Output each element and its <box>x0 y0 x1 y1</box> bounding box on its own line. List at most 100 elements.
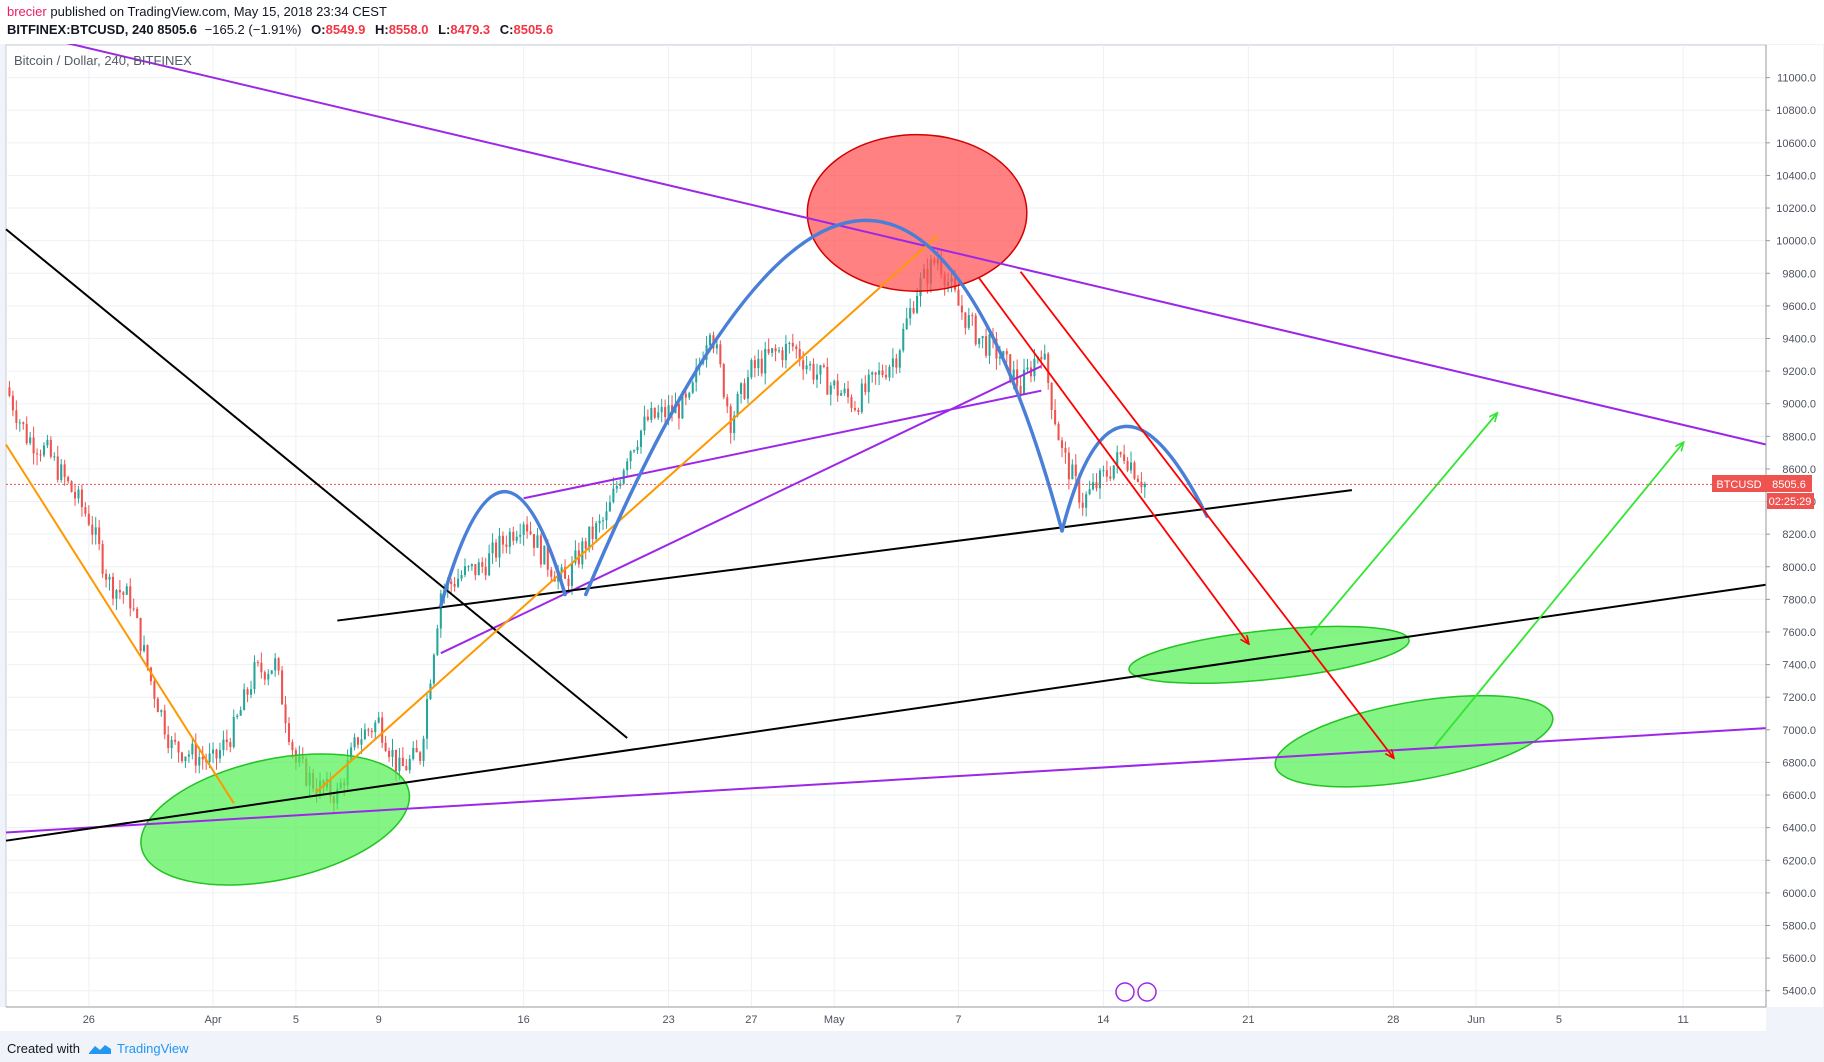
candle-body <box>29 437 32 444</box>
candle-body <box>70 481 73 492</box>
candle-body <box>457 578 460 587</box>
candle-body <box>639 430 643 447</box>
close-label: C: <box>499 22 514 37</box>
price-tick-label: 7200.0 <box>1782 692 1816 704</box>
candle-body <box>360 739 363 745</box>
candle-body <box>529 531 532 535</box>
candle-body <box>912 307 915 313</box>
purple-channel-upper <box>523 389 1042 500</box>
candle-body <box>629 451 632 462</box>
candle-body <box>853 407 856 411</box>
time-tick-label: 11 <box>1677 1014 1688 1026</box>
candle-body <box>646 416 649 420</box>
candle-body <box>719 344 722 365</box>
candle-body <box>902 328 905 351</box>
candle-body <box>80 489 83 508</box>
candle-body <box>356 737 360 745</box>
red-arrow-short <box>978 277 1248 643</box>
candle-body <box>384 742 387 751</box>
candle-body <box>1043 353 1046 360</box>
blue-arc-large <box>584 218 1064 597</box>
candle-body <box>1102 470 1105 472</box>
candle-body <box>891 358 894 367</box>
candle-body <box>218 750 221 759</box>
candle-body <box>974 315 977 345</box>
price-tick-label: 6000.0 <box>1782 888 1816 900</box>
candle-body <box>215 749 218 759</box>
candle-body <box>878 370 881 375</box>
publish-line: brecier published on TradingView.com, Ma… <box>7 4 387 19</box>
candle-body <box>122 592 125 595</box>
candle-body <box>270 670 273 674</box>
price-tick-label: 5800.0 <box>1782 920 1816 932</box>
candle-body <box>136 608 139 618</box>
time-tick-label: 28 <box>1387 1014 1399 1026</box>
candle-body <box>391 749 394 757</box>
candle-body <box>726 397 729 407</box>
time-axis-labels: 26 Apr 5 9 16 23 27 May 7 14 21 28 Jun 5 11 <box>83 1014 1689 1026</box>
price-tick-label: 8000.0 <box>1782 562 1816 574</box>
candle-body <box>1012 369 1015 382</box>
time-axis[interactable] <box>0 1007 1766 1031</box>
candle-body <box>198 757 201 766</box>
candle-body <box>501 535 504 545</box>
candle-body <box>767 349 770 353</box>
candle-body <box>160 710 163 713</box>
candle-body <box>981 336 984 339</box>
candle-body <box>905 318 908 329</box>
candle-body <box>249 689 253 695</box>
tradingview-brand-link[interactable]: TradingView <box>117 1041 189 1056</box>
candle-body <box>771 348 774 353</box>
candle-body <box>495 542 498 558</box>
candle-body <box>1136 478 1139 482</box>
candle-body <box>187 754 190 757</box>
event-flags[interactable] <box>1115 982 1157 1002</box>
red-arrow-long <box>1019 271 1394 758</box>
candle-body <box>429 683 432 700</box>
candle-body <box>829 385 832 395</box>
chart-svg[interactable]: 5400.0 5600.0 5800.0 6000.0 6200.0 6400.0 6600… <box>0 27 1824 1034</box>
candle-body <box>1054 409 1057 424</box>
candle-body <box>515 536 518 541</box>
candle-body <box>691 382 694 393</box>
green-ellipse-mid <box>1128 625 1410 684</box>
candle-body <box>895 358 898 368</box>
candle-body <box>256 662 259 664</box>
candle-body <box>394 749 397 772</box>
candle-body <box>146 645 149 668</box>
candle-body <box>847 388 850 398</box>
candle-body <box>871 372 874 375</box>
blue-arc-small <box>439 490 567 608</box>
time-tick-label: 23 <box>662 1014 674 1026</box>
candle-body <box>964 312 967 328</box>
candle-body <box>822 365 825 367</box>
event-flag-icon[interactable] <box>1115 982 1135 1002</box>
candle-body <box>470 564 473 567</box>
candle-body <box>532 534 536 548</box>
orange-rally-line <box>315 235 939 793</box>
candle-body <box>94 527 97 535</box>
candle-body <box>798 348 801 361</box>
candle-body <box>743 383 746 399</box>
price-axis[interactable] <box>1766 45 1823 1007</box>
candle-body <box>36 453 39 455</box>
candle-body <box>1023 369 1026 394</box>
candle-body <box>612 488 615 503</box>
candle-body <box>1005 351 1008 355</box>
candle-body <box>857 410 860 412</box>
candle-body <box>819 365 822 375</box>
candle-body <box>1105 470 1108 477</box>
candle-body <box>177 741 180 753</box>
candle-body <box>615 486 618 489</box>
candle-body <box>284 704 287 724</box>
chart-area[interactable]: 5400.0 5600.0 5800.0 6000.0 6200.0 6400.0 6600… <box>0 27 1824 1034</box>
last-price: 8505.6 <box>157 22 198 37</box>
candle-body <box>422 738 425 761</box>
event-flag-icon[interactable] <box>1137 982 1157 1002</box>
candle-body <box>736 393 739 416</box>
candle-body <box>1143 483 1146 488</box>
candle-body <box>1057 423 1060 441</box>
candle-body <box>39 454 42 456</box>
author-link[interactable]: brecier <box>7 4 47 19</box>
candle-body <box>733 415 736 433</box>
